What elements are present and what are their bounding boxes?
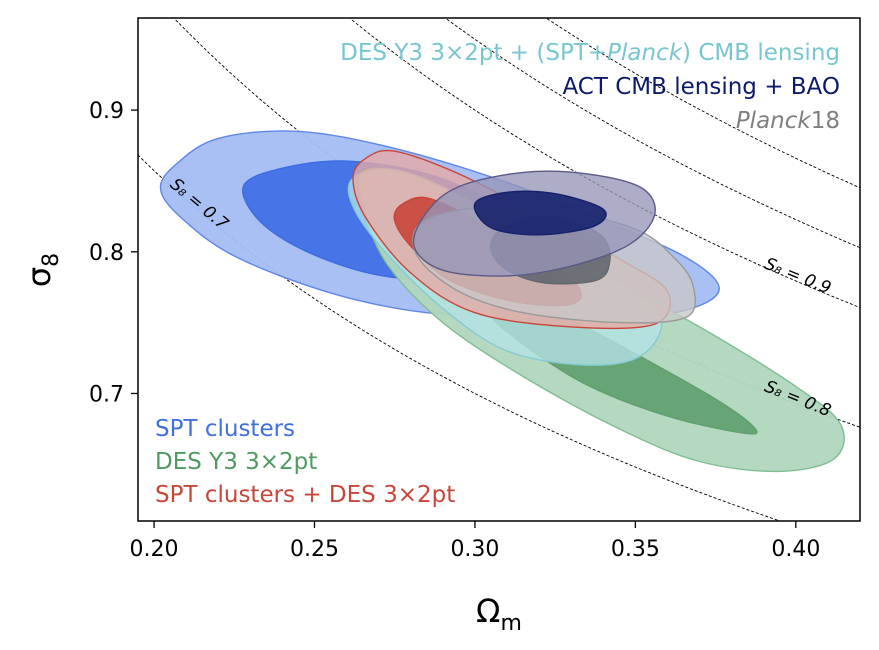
x-tick-label: 0.35: [611, 537, 660, 562]
series-act-cmb-lensing-bao: [412, 170, 656, 277]
y-tick-label: 0.7: [89, 382, 124, 407]
y-tick-label: 0.9: [89, 99, 124, 124]
x-axis-label: Ωm: [476, 592, 522, 636]
plot-frame: [137, 17, 861, 522]
s8-line-1: [545, 18, 860, 189]
x-tick-label: 0.40: [771, 537, 820, 562]
s8-line-0.7: [138, 154, 782, 521]
legend-entry: SPT clusters + DES 3×2pt: [155, 482, 455, 508]
x-tick-label: 0.30: [450, 537, 499, 562]
s8-label-0.9: S₈ = 0.9: [762, 254, 834, 299]
legend-entry: DES Y3 3×2pt: [155, 449, 317, 475]
y-axis-label: σ8: [20, 253, 64, 287]
legend-entry: SPT clusters: [155, 416, 295, 442]
s8-line-0.9: [348, 18, 860, 309]
contour-layer: [159, 130, 845, 473]
legend-entry: ACT CMB lensing + BAO: [562, 74, 840, 100]
legend-bottom-left: SPT clusters DES Y3 3×2pt SPT clusters + D…: [155, 416, 455, 508]
y-axis-ticks: 0.7 0.8 0.9: [89, 99, 138, 407]
x-axis-ticks: 0.20 0.25 0.30 0.35 0.40: [130, 521, 820, 562]
contour-68pct: [473, 190, 607, 236]
legend-entry: DES Y3 3×2pt + (SPT+Planck) CMB lensing: [340, 40, 840, 66]
legend-entry: Planck18: [736, 108, 840, 134]
legend-top-right: DES Y3 3×2pt + (SPT+Planck) CMB lensing A…: [340, 40, 840, 134]
x-tick-label: 0.20: [130, 537, 179, 562]
y-tick-label: 0.8: [89, 241, 124, 266]
x-tick-label: 0.25: [290, 537, 339, 562]
